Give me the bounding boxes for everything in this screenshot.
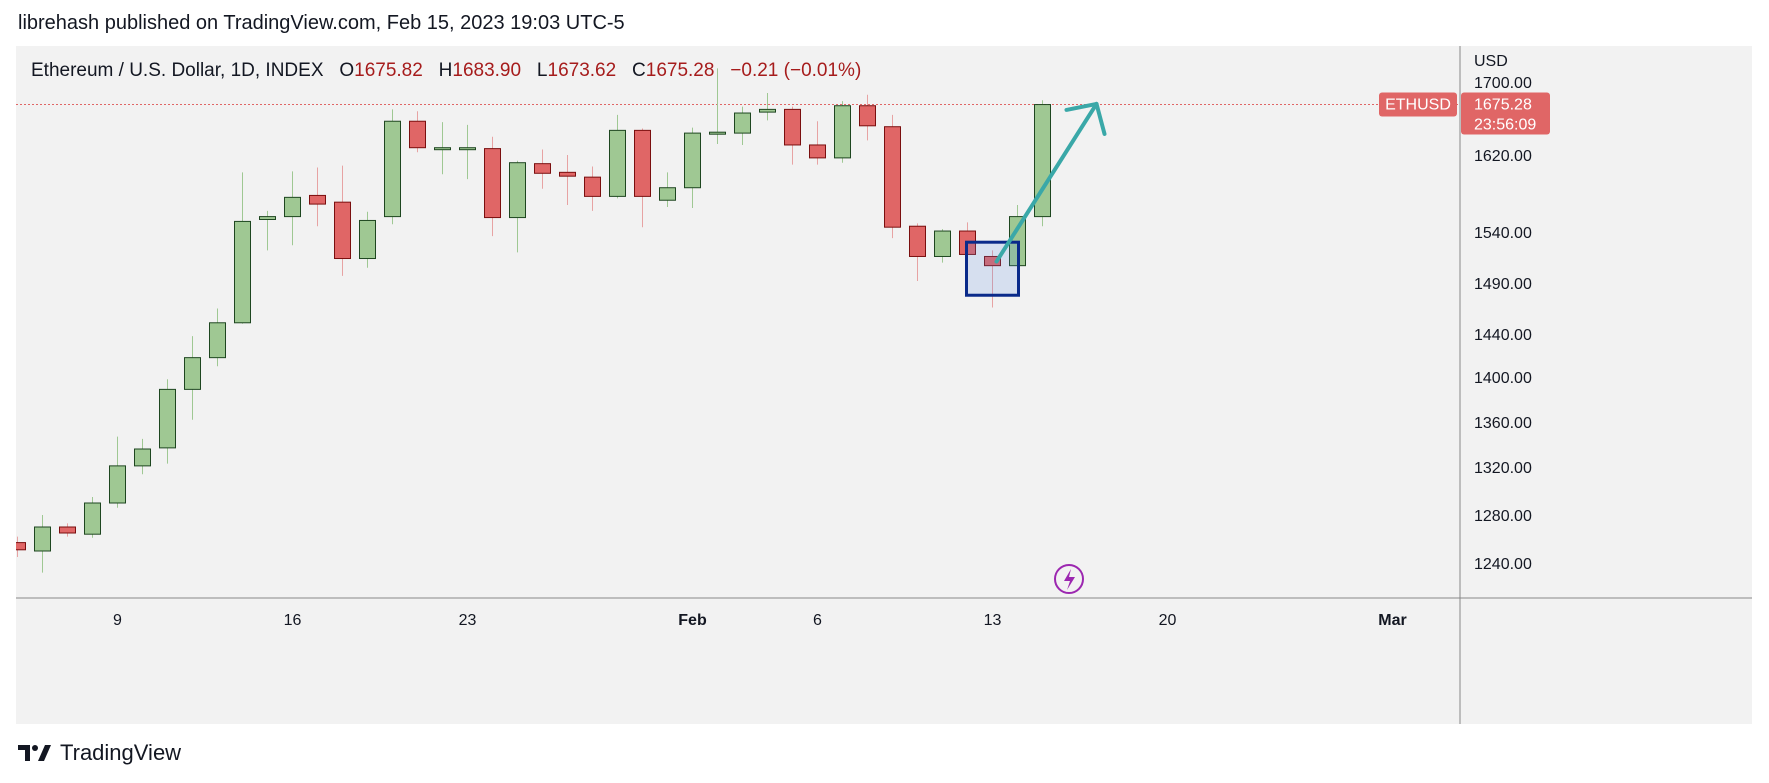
- time-tick-label: Feb: [678, 612, 707, 629]
- candle-body[interactable]: [284, 196, 301, 218]
- candle-body[interactable]: [409, 120, 426, 149]
- candle-body[interactable]: [359, 219, 376, 260]
- footer-brand[interactable]: TradingView: [18, 740, 181, 766]
- candle-body[interactable]: [259, 216, 276, 220]
- lightning-bolt-glyph: [1064, 569, 1075, 590]
- tradingview-logo-icon: [18, 745, 51, 761]
- time-tick-label: 23: [459, 612, 477, 629]
- price-tick-label: 1320.00: [1474, 460, 1532, 477]
- legend-open-label: O: [339, 60, 355, 81]
- candle-body[interactable]: [184, 357, 201, 390]
- chart-panel[interactable]: 1700.00 1620.00 1540.00 1490.00 1440.00 1400.…: [16, 46, 1752, 724]
- legend-high-value: 1683.90: [452, 60, 522, 81]
- time-tick-label: 13: [984, 612, 1002, 629]
- last-price-tag: [1461, 92, 1550, 135]
- candle-body[interactable]: [209, 322, 226, 359]
- candle-body[interactable]: [609, 129, 626, 197]
- legend-low-label: L: [536, 60, 548, 81]
- legend-title: Ethereum / U.S. Dollar, 1D, INDEX: [31, 60, 324, 81]
- time-tick-label: 6: [813, 612, 822, 629]
- price-tick-label: 1240.00: [1474, 556, 1532, 573]
- time-tick-label: 16: [284, 612, 302, 629]
- candle-body[interactable]: [734, 112, 751, 134]
- legend-close-value: 1675.28: [645, 60, 715, 81]
- legend-close-label: C: [632, 60, 646, 81]
- candle-body[interactable]: [34, 526, 51, 552]
- candle-body[interactable]: [459, 147, 476, 151]
- candlestick-chart[interactable]: 1700.00 1620.00 1540.00 1490.00 1440.00 1400.…: [16, 46, 1752, 724]
- lightning-event-icon[interactable]: [1054, 564, 1084, 594]
- time-tick-label: Mar: [1378, 612, 1406, 629]
- candle-body[interactable]: [559, 171, 576, 177]
- support-box-annotation[interactable]: [965, 240, 1020, 297]
- candle-body[interactable]: [309, 194, 326, 205]
- trend-arrow-head[interactable]: [1064, 101, 1107, 136]
- symbol-tag: [1379, 92, 1457, 117]
- ohlc-legend: Ethereum / U.S. Dollar, 1D, INDEX O1675.…: [31, 60, 861, 82]
- candle-body[interactable]: [634, 129, 651, 197]
- candle-body[interactable]: [134, 448, 151, 467]
- publication-header: librehash published on TradingView.com, …: [18, 12, 625, 34]
- price-tick-label: 1280.00: [1474, 508, 1532, 525]
- candle-body[interactable]: [659, 187, 676, 201]
- candle-body[interactable]: [434, 147, 451, 151]
- candle-body[interactable]: [984, 255, 1001, 267]
- time-tick-label: 20: [1159, 612, 1177, 629]
- candle-body[interactable]: [384, 120, 401, 218]
- candle-body[interactable]: [809, 144, 826, 159]
- price-tick-label: 1490.00: [1474, 276, 1532, 293]
- footer-brand-label: TradingView: [60, 740, 182, 765]
- candle-body[interactable]: [84, 502, 101, 535]
- price-tick-label: 1700.00: [1474, 75, 1532, 92]
- candle-body[interactable]: [234, 220, 251, 324]
- candle-body[interactable]: [709, 131, 726, 135]
- candle-body[interactable]: [859, 105, 876, 127]
- legend-open-value: 1675.82: [354, 60, 423, 81]
- candle-body[interactable]: [834, 105, 851, 159]
- candle-body[interactable]: [584, 176, 601, 197]
- candle-body[interactable]: [16, 542, 26, 551]
- candle-body[interactable]: [484, 148, 501, 219]
- candle-body[interactable]: [109, 465, 126, 504]
- price-tick-label: 1620.00: [1474, 148, 1532, 165]
- candle-body[interactable]: [759, 108, 776, 113]
- candle-body[interactable]: [334, 201, 351, 260]
- candle-body[interactable]: [59, 526, 76, 534]
- price-tick-label: 1360.00: [1474, 415, 1532, 432]
- symbol-tag-label: ETHUSD: [1385, 97, 1451, 114]
- time-tick-label: 9: [113, 612, 122, 629]
- candle-body[interactable]: [909, 225, 926, 257]
- candle-body[interactable]: [159, 388, 176, 449]
- candle-body[interactable]: [1034, 104, 1051, 218]
- candle-body[interactable]: [684, 132, 701, 189]
- candle-body[interactable]: [784, 108, 801, 146]
- candle-body[interactable]: [934, 230, 951, 257]
- price-tick-label: 1440.00: [1474, 327, 1532, 344]
- price-tick-label: 1400.00: [1474, 370, 1532, 387]
- legend-low-value: 1673.62: [547, 60, 617, 81]
- legend-change: −0.21 (−0.01%): [730, 60, 862, 81]
- price-axis-currency: USD: [1474, 53, 1508, 70]
- trend-arrow-shaft[interactable]: [994, 101, 1099, 264]
- legend-high-label: H: [438, 60, 453, 81]
- candle-body[interactable]: [534, 163, 551, 174]
- candle-body[interactable]: [509, 162, 526, 219]
- price-tick-label: 1540.00: [1474, 225, 1532, 242]
- candle-body[interactable]: [884, 126, 901, 228]
- bar-countdown: 23:56:09: [1474, 117, 1536, 134]
- last-price-value: 1675.28: [1474, 97, 1532, 114]
